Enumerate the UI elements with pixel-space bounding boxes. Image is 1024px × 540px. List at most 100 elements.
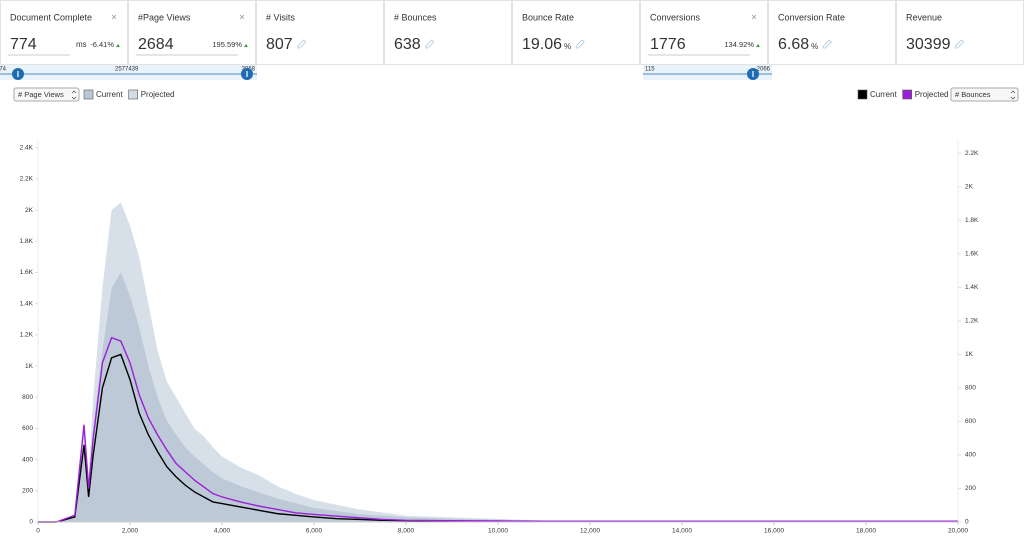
y-tick-label: 800 (22, 394, 33, 401)
card-value[interactable]: 2684 (138, 36, 174, 53)
pencil (575, 39, 585, 49)
x-tick-label: 4,000 (214, 528, 231, 535)
metric-card (256, 0, 384, 65)
card-unit: % (811, 42, 818, 51)
card-title: Document Complete (10, 12, 92, 22)
card-title: Bounce Rate (522, 12, 574, 22)
dropdown-label: # Bounces (955, 90, 991, 99)
card-change: 134.92% (724, 40, 754, 49)
card-value: 807 (266, 36, 293, 53)
pencil (822, 39, 832, 49)
card-change: 195.59% (212, 40, 242, 49)
card-title: # Bounces (394, 12, 437, 22)
y-tick-label: 1.6K (20, 269, 34, 276)
slider-track-bg (0, 65, 257, 80)
slider-track-bg (643, 65, 772, 80)
metric-card (768, 0, 896, 65)
x-tick-label: 0 (36, 528, 40, 535)
x-tick-label: 10,000 (488, 528, 508, 535)
y-tick-label: 1.2K (20, 332, 34, 339)
close-button[interactable] (239, 14, 245, 20)
dropdown-label: # Page Views (18, 90, 64, 99)
y-tick-label: 1.4K (20, 300, 34, 307)
slider-mid-label: 2577439 (115, 67, 139, 73)
card-title: # Visits (266, 12, 295, 22)
y-tick-label: 1.8K (20, 238, 34, 245)
legend-label: Projected (915, 90, 949, 99)
up-arrow (756, 44, 760, 47)
up-arrow (244, 44, 248, 47)
dropdown[interactable] (950, 87, 1019, 102)
edit-icon[interactable] (425, 39, 435, 49)
y2-tick-label: 200 (965, 485, 976, 492)
edit-icon[interactable] (822, 39, 832, 49)
x-tick-label: 2,000 (122, 528, 139, 535)
close-icon (239, 14, 245, 20)
up-arrow (116, 44, 120, 47)
legend-swatch[interactable] (857, 89, 868, 100)
dropdown-arrow (1010, 90, 1016, 100)
legend-swatch[interactable] (902, 89, 912, 100)
pencil (297, 39, 307, 49)
card-title: Conversions (650, 12, 701, 22)
card-title: Conversion Rate (778, 12, 845, 22)
metric-card (0, 0, 128, 65)
y2-tick-label: 800 (965, 385, 976, 392)
y2-tick-label: 2K (965, 184, 974, 191)
y2-tick-label: 1.8K (965, 217, 979, 224)
x-tick-label: 14,000 (672, 528, 692, 535)
edit-icon[interactable] (297, 39, 307, 49)
metric-card (384, 0, 512, 65)
x-tick-label: 18,000 (856, 528, 876, 535)
close-button[interactable] (111, 14, 117, 20)
card-value: 30399 (906, 36, 951, 53)
x-tick-label: 20,000 (948, 528, 968, 535)
card-value[interactable]: 774 (10, 36, 37, 53)
slider-min-label: 115 (645, 67, 655, 73)
close-button[interactable] (751, 14, 757, 20)
y-tick-label: 200 (22, 488, 33, 495)
y-tick-label: 400 (22, 456, 33, 463)
card-unit: ms (76, 40, 87, 49)
pencil (955, 39, 965, 49)
card-value[interactable]: 1776 (650, 36, 686, 53)
edit-icon[interactable] (575, 39, 585, 49)
y-tick-label: 600 (22, 425, 33, 432)
metric-card (896, 0, 1024, 65)
dropdown[interactable] (13, 87, 80, 102)
slider-max-label: 2066 (757, 67, 771, 73)
card-title: #Page Views (138, 12, 191, 22)
card-title: Revenue (906, 12, 942, 22)
legend-swatch[interactable] (128, 89, 138, 100)
y2-tick-label: 1.2K (965, 318, 979, 325)
line (38, 336, 958, 523)
close-icon (111, 14, 117, 20)
y-tick-label: 2.4K (20, 145, 34, 152)
legend-label: Projected (141, 90, 175, 99)
card-unit: % (564, 42, 571, 51)
y-tick-label: 0 (29, 519, 33, 526)
y2-tick-label: 1.6K (965, 251, 979, 258)
dropdown-arrow (71, 90, 77, 100)
card-value: 19.06 (522, 36, 562, 53)
x-tick-label: 16,000 (764, 528, 784, 535)
edit-icon[interactable] (955, 39, 965, 49)
metric-card (512, 0, 640, 65)
legend-label: Current (96, 90, 123, 99)
y-tick-label: 2.2K (20, 176, 34, 183)
metric-card (640, 0, 768, 65)
y2-tick-label: 1.4K (965, 284, 979, 291)
legend-swatch[interactable] (83, 89, 94, 100)
x-tick-label: 8,000 (398, 528, 415, 535)
legend-label: Current (870, 90, 897, 99)
slider-min-label: 474 (0, 67, 7, 73)
card-value: 638 (394, 36, 421, 53)
y2-tick-label: 400 (965, 452, 976, 459)
y2-tick-label: 2.2K (965, 150, 979, 157)
card-value: 6.68 (778, 36, 809, 53)
y-tick-label: 2K (25, 207, 34, 214)
metric-card (128, 0, 256, 65)
pencil (425, 39, 435, 49)
x-tick-label: 12,000 (580, 528, 600, 535)
